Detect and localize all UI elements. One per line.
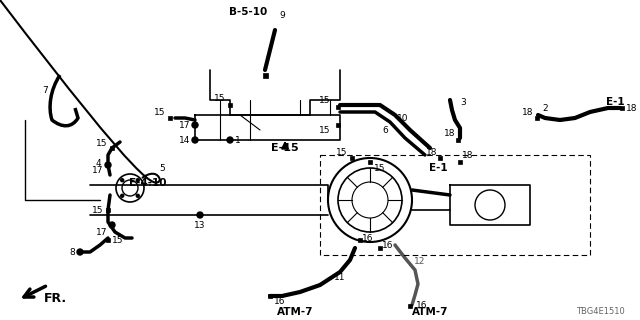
Bar — [228, 103, 232, 107]
Text: 1: 1 — [235, 135, 241, 145]
Text: E-1: E-1 — [605, 97, 624, 107]
Text: E-15: E-15 — [271, 143, 299, 153]
Text: 15: 15 — [374, 164, 386, 172]
Text: 14: 14 — [179, 135, 191, 145]
Bar — [268, 294, 272, 298]
Bar — [456, 138, 460, 142]
Bar — [262, 73, 268, 77]
Text: 12: 12 — [414, 258, 426, 267]
Text: 15: 15 — [336, 148, 348, 156]
Bar — [408, 304, 412, 308]
Text: 18: 18 — [522, 108, 534, 116]
Text: 18: 18 — [462, 150, 474, 159]
Bar — [350, 156, 354, 160]
Bar — [458, 160, 462, 164]
Text: 16: 16 — [362, 234, 374, 243]
Text: 2: 2 — [542, 103, 548, 113]
Text: E-1: E-1 — [429, 163, 447, 173]
Circle shape — [197, 212, 203, 218]
Bar — [336, 123, 340, 127]
Text: 17: 17 — [92, 165, 104, 174]
Text: 15: 15 — [214, 93, 226, 102]
Text: 18: 18 — [444, 129, 456, 138]
Bar — [106, 208, 110, 212]
Bar — [110, 146, 114, 150]
Bar — [358, 238, 362, 242]
Circle shape — [136, 194, 140, 197]
Text: 18: 18 — [627, 103, 637, 113]
Circle shape — [192, 122, 198, 128]
Text: 6: 6 — [382, 125, 388, 134]
Text: 15: 15 — [319, 95, 331, 105]
Text: 13: 13 — [195, 220, 205, 229]
Text: TBG4E1510: TBG4E1510 — [575, 308, 625, 316]
Text: 15: 15 — [154, 108, 166, 116]
Bar — [368, 160, 372, 164]
Text: 8: 8 — [69, 247, 75, 257]
Text: 16: 16 — [275, 298, 285, 307]
Text: 3: 3 — [460, 98, 466, 107]
Text: B-5-10: B-5-10 — [229, 7, 267, 17]
Text: 16: 16 — [382, 241, 394, 250]
Bar — [336, 105, 340, 109]
Bar — [438, 156, 442, 160]
Text: 16: 16 — [416, 301, 428, 310]
Circle shape — [121, 179, 124, 182]
Text: E-4-10: E-4-10 — [129, 178, 167, 188]
Text: ATM-7: ATM-7 — [276, 307, 313, 317]
Text: 10: 10 — [397, 114, 409, 123]
Text: 9: 9 — [279, 11, 285, 20]
Text: ATM-7: ATM-7 — [412, 307, 448, 317]
Text: 4: 4 — [95, 158, 101, 167]
Text: 18: 18 — [426, 148, 438, 156]
Circle shape — [121, 194, 124, 197]
Text: 15: 15 — [92, 205, 104, 214]
Circle shape — [109, 222, 115, 228]
Bar — [106, 238, 110, 242]
Text: 15: 15 — [96, 139, 108, 148]
Text: 7: 7 — [42, 85, 48, 94]
Circle shape — [136, 179, 140, 182]
Bar — [535, 116, 539, 120]
Circle shape — [105, 162, 111, 168]
Text: 17: 17 — [179, 121, 191, 130]
Bar — [378, 246, 382, 250]
Text: 15: 15 — [319, 125, 331, 134]
Text: FR.: FR. — [44, 292, 67, 305]
Bar — [620, 106, 624, 110]
Circle shape — [227, 137, 233, 143]
Text: 17: 17 — [96, 228, 108, 236]
Text: 5: 5 — [159, 164, 165, 172]
Bar — [320, 155, 590, 255]
Circle shape — [77, 249, 83, 255]
Text: 15: 15 — [112, 236, 124, 244]
Circle shape — [192, 137, 198, 143]
Text: 11: 11 — [334, 274, 346, 283]
Bar — [168, 116, 172, 120]
